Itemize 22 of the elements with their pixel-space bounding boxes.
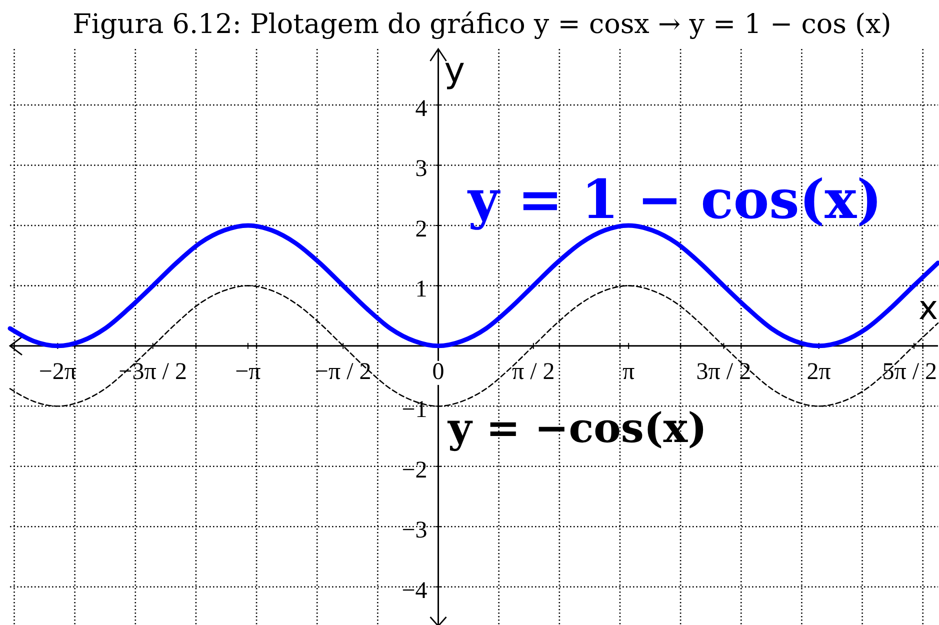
x-tick-label: 5π / 2 [882,358,937,385]
series-label: y = 1 − cos(x) [467,168,882,231]
x-axis-title: x [918,288,938,327]
x-tick-label: −π [235,358,261,385]
x-tick-label: −π / 2 [314,358,372,385]
x-tick-label: π [622,358,635,385]
y-tick-label: 2 [415,216,428,242]
x-tick-label: 0 [432,358,444,385]
x-tick-label: 2π [806,358,831,385]
y-tick-label: 1 [415,276,428,303]
y-tick-label: −3 [402,518,428,544]
y-tick-label: −1 [402,397,428,424]
y-tick-label: −4 [402,578,428,604]
y-axis-title: y [444,51,465,91]
series-label: y = −cos(x) [447,404,707,452]
x-tick-label: −3π / 2 [118,358,187,385]
y-tick-label: 3 [415,156,428,182]
x-tick-label: π / 2 [512,358,555,385]
x-tick-label: −2π [38,358,76,385]
chart-title: Figura 6.12: Plotagem do gráfico y = cosx → y = 1 − cos (x) [72,9,892,40]
y-tick-label: 4 [415,96,428,122]
y-tick-label: −2 [402,457,428,484]
